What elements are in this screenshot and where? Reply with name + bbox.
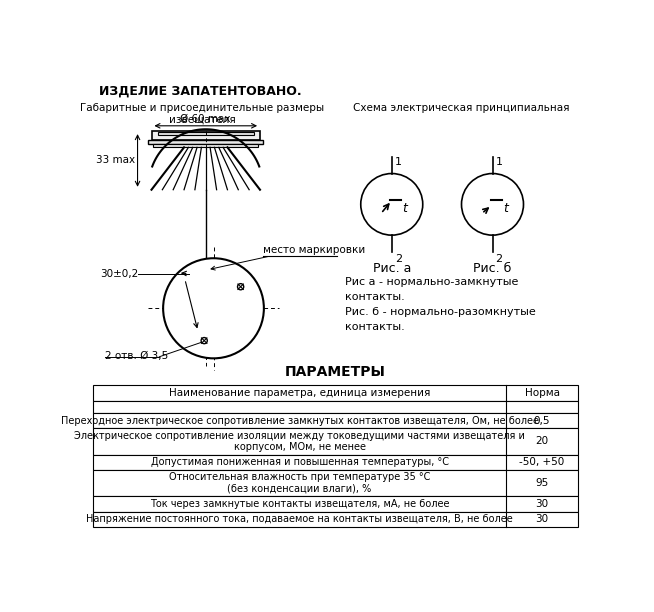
Text: 30: 30 (536, 514, 549, 524)
Text: 33 max: 33 max (96, 155, 135, 165)
Text: Относительная влажность при температуре 35 °C
(без конденсации влаги), %: Относительная влажность при температуре … (169, 472, 430, 494)
Bar (93, 512, 577, 527)
Bar (93, 386, 577, 401)
Text: 95: 95 (536, 478, 549, 488)
Text: t: t (403, 203, 407, 215)
Circle shape (361, 174, 422, 235)
Text: 20: 20 (536, 436, 549, 447)
Circle shape (163, 258, 264, 359)
Bar (158, 132, 254, 135)
Text: ПАРАМЕТРЫ: ПАРАМЕТРЫ (284, 365, 386, 379)
Text: Рис. а: Рис. а (373, 262, 411, 275)
Text: Рис. б: Рис. б (473, 262, 511, 275)
Text: Ø 60 max: Ø 60 max (181, 113, 231, 124)
Text: 1: 1 (395, 157, 402, 166)
Bar (93, 413, 577, 428)
Text: Электрическое сопротивление изоляции между токоведущими частями извещателя и
кор: Электрическое сопротивление изоляции меж… (74, 431, 525, 452)
Bar (93, 496, 577, 512)
Text: Габаритные и присоединительные размеры
извещателя: Габаритные и присоединительные размеры и… (80, 103, 324, 124)
Text: Рис а - нормально-замкнутые
контакты.
Рис. б - нормально-разомкнутые
контакты.: Рис а - нормально-замкнутые контакты. Ри… (345, 277, 536, 332)
Text: 30: 30 (536, 499, 549, 509)
Text: 2: 2 (395, 253, 402, 264)
Text: Норма: Норма (525, 388, 560, 398)
Bar (93, 470, 577, 496)
Text: Напряжение постоянного тока, подаваемое на контакты извещателя, В, не более: Напряжение постоянного тока, подаваемое … (86, 514, 513, 524)
Bar (152, 131, 260, 140)
Text: 2: 2 (496, 253, 503, 264)
Text: Переходное электрическое сопротивление замкнутых контактов извещателя, Ом, не бо: Переходное электрическое сопротивление з… (61, 416, 538, 426)
Text: место маркировки: место маркировки (263, 245, 366, 255)
Text: ИЗДЕЛИЕ ЗАПАТЕНТОВАНО.: ИЗДЕЛИЕ ЗАПАТЕНТОВАНО. (99, 84, 301, 97)
Bar (148, 140, 263, 144)
Bar (93, 455, 577, 470)
Circle shape (237, 283, 244, 290)
Bar (93, 428, 577, 455)
Text: t: t (504, 203, 508, 215)
Text: Наименование параметра, единица измерения: Наименование параметра, единица измерени… (169, 388, 430, 398)
Text: Схема электрическая принципиальная: Схема электрическая принципиальная (353, 103, 570, 113)
Bar (153, 144, 258, 147)
Text: 0,5: 0,5 (534, 416, 551, 426)
Bar (93, 401, 577, 413)
Text: -50, +50: -50, +50 (519, 457, 564, 468)
Circle shape (462, 174, 523, 235)
Text: Ток через замкнутые контакты извещателя, мА, не более: Ток через замкнутые контакты извещателя,… (150, 499, 449, 509)
Circle shape (201, 338, 207, 344)
Text: 2 отв. Ø 3,5: 2 отв. Ø 3,5 (105, 351, 168, 360)
Text: Допустимая пониженная и повышенная температуры, °C: Допустимая пониженная и повышенная темпе… (150, 457, 449, 468)
Text: 30±0,2: 30±0,2 (100, 269, 139, 278)
Text: 1: 1 (496, 157, 503, 166)
